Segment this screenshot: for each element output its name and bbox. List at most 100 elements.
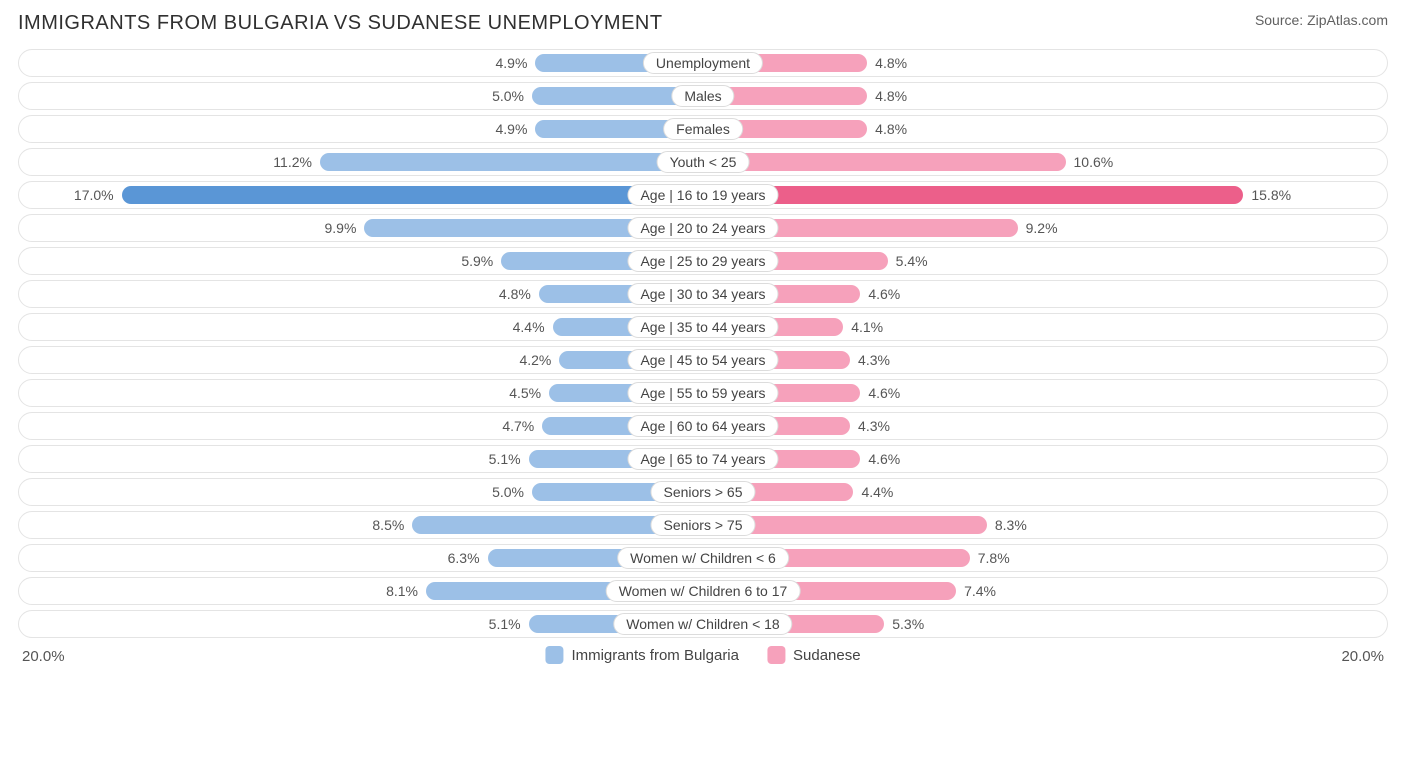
row-left-half: 5.1% — [19, 611, 703, 637]
row-right-half: 4.8% — [703, 116, 1387, 142]
right-value: 8.3% — [987, 517, 1035, 533]
chart-row: 5.1% 4.6%Age | 65 to 74 years — [18, 445, 1388, 473]
row-right-half: 5.4% — [703, 248, 1387, 274]
row-right-half: 7.8% — [703, 545, 1387, 571]
row-left-half: 9.9% — [19, 215, 703, 241]
right-bar — [703, 153, 1066, 171]
chart-row: 5.0% 4.8% Males — [18, 82, 1388, 110]
row-left-half: 5.9% — [19, 248, 703, 274]
left-value: 17.0% — [66, 187, 122, 203]
right-value: 4.3% — [850, 352, 898, 368]
row-right-half: 9.2% — [703, 215, 1387, 241]
row-left-half: 5.1% — [19, 446, 703, 472]
row-category-label: Women w/ Children < 18 — [613, 613, 792, 635]
row-right-half: 8.3% — [703, 512, 1387, 538]
legend-label-right: Sudanese — [793, 647, 861, 664]
row-left-half: 5.0% — [19, 479, 703, 505]
chart-row: 4.8%4.6%Age | 30 to 34 years — [18, 280, 1388, 308]
right-value: 4.1% — [843, 319, 891, 335]
row-category-label: Seniors > 75 — [651, 514, 756, 536]
right-value: 4.3% — [850, 418, 898, 434]
right-value: 7.4% — [956, 583, 1004, 599]
row-right-half: 5.3% — [703, 611, 1387, 637]
legend: Immigrants from Bulgaria Sudanese — [545, 646, 860, 664]
right-value: 10.6% — [1066, 154, 1122, 170]
chart-row: 5.9% 5.4% Age | 25 to 29 years — [18, 247, 1388, 275]
row-right-half: 4.6% — [703, 380, 1387, 406]
right-value: 15.8% — [1243, 187, 1299, 203]
row-left-half: 6.3% — [19, 545, 703, 571]
chart-header: IMMIGRANTS FROM BULGARIA VS SUDANESE UNE… — [18, 12, 1388, 35]
chart-source: Source: ZipAtlas.com — [1255, 12, 1388, 28]
row-left-half: 5.0% — [19, 83, 703, 109]
left-value: 4.5% — [501, 385, 549, 401]
chart-row: 5.1% 5.3% Women w/ Children < 18 — [18, 610, 1388, 638]
right-value: 4.8% — [867, 55, 915, 71]
chart-row: 9.9%9.2%Age | 20 to 24 years — [18, 214, 1388, 242]
row-right-half: 7.4% — [703, 578, 1387, 604]
row-category-label: Women w/ Children 6 to 17 — [606, 580, 801, 602]
left-bar — [320, 153, 703, 171]
right-value: 4.4% — [853, 484, 901, 500]
row-right-half: 4.1% — [703, 314, 1387, 340]
row-category-label: Unemployment — [643, 52, 763, 74]
left-value: 5.1% — [481, 616, 529, 632]
legend-swatch-left-icon — [545, 646, 563, 664]
row-category-label: Females — [663, 118, 743, 140]
legend-item-right: Sudanese — [767, 646, 861, 664]
left-value: 5.0% — [484, 88, 532, 104]
row-right-half: 4.6% — [703, 281, 1387, 307]
left-value: 6.3% — [440, 550, 488, 566]
row-left-half: 11.2% — [19, 149, 703, 175]
left-value: 8.5% — [364, 517, 412, 533]
row-left-half: 4.9% — [19, 50, 703, 76]
left-value: 8.1% — [378, 583, 426, 599]
left-value: 5.0% — [484, 484, 532, 500]
chart-row: 17.0% 15.8% Age | 16 to 19 years — [18, 181, 1388, 209]
legend-item-left: Immigrants from Bulgaria — [545, 646, 739, 664]
row-left-half: 4.5% — [19, 380, 703, 406]
left-value: 4.9% — [488, 121, 536, 137]
left-value: 11.2% — [265, 154, 320, 170]
row-category-label: Seniors > 65 — [651, 481, 756, 503]
chart-row: 4.5%4.6%Age | 55 to 59 years — [18, 379, 1388, 407]
row-right-half: 4.3% — [703, 413, 1387, 439]
diverging-bar-chart: IMMIGRANTS FROM BULGARIA VS SUDANESE UNE… — [0, 0, 1406, 680]
left-value: 5.9% — [453, 253, 501, 269]
row-left-half: 4.8% — [19, 281, 703, 307]
row-category-label: Age | 60 to 64 years — [627, 415, 778, 437]
chart-row: 6.3% 7.8% Women w/ Children < 6 — [18, 544, 1388, 572]
row-category-label: Women w/ Children < 6 — [617, 547, 789, 569]
chart-footer: 20.0% Immigrants from Bulgaria Sudanese … — [18, 646, 1388, 670]
row-left-half: 4.4% — [19, 314, 703, 340]
row-left-half: 8.5% — [19, 512, 703, 538]
chart-row: 8.5% 8.3% Seniors > 75 — [18, 511, 1388, 539]
row-left-half: 8.1% — [19, 578, 703, 604]
left-value: 4.8% — [491, 286, 539, 302]
chart-title: IMMIGRANTS FROM BULGARIA VS SUDANESE UNE… — [18, 12, 663, 35]
row-right-half: 4.8% — [703, 50, 1387, 76]
row-right-half: 4.3% — [703, 347, 1387, 373]
legend-label-left: Immigrants from Bulgaria — [571, 647, 739, 664]
row-right-half: 10.6% — [703, 149, 1387, 175]
row-left-half: 4.7% — [19, 413, 703, 439]
right-value: 5.3% — [884, 616, 932, 632]
row-left-half: 17.0% — [19, 182, 703, 208]
row-category-label: Males — [671, 85, 734, 107]
row-category-label: Age | 25 to 29 years — [627, 250, 778, 272]
row-right-half: 4.4% — [703, 479, 1387, 505]
chart-row: 4.4%4.1%Age | 35 to 44 years — [18, 313, 1388, 341]
row-category-label: Age | 16 to 19 years — [627, 184, 778, 206]
row-category-label: Age | 65 to 74 years — [627, 448, 778, 470]
right-value: 5.4% — [888, 253, 936, 269]
chart-row: 4.9% 4.8% Unemployment — [18, 49, 1388, 77]
left-value: 5.1% — [481, 451, 529, 467]
axis-max-right: 20.0% — [1341, 648, 1384, 665]
right-value: 4.6% — [860, 385, 908, 401]
row-right-half: 4.6% — [703, 446, 1387, 472]
row-right-half: 4.8% — [703, 83, 1387, 109]
right-value: 4.8% — [867, 88, 915, 104]
right-value: 7.8% — [970, 550, 1018, 566]
right-value: 9.2% — [1018, 220, 1066, 236]
row-category-label: Youth < 25 — [657, 151, 750, 173]
